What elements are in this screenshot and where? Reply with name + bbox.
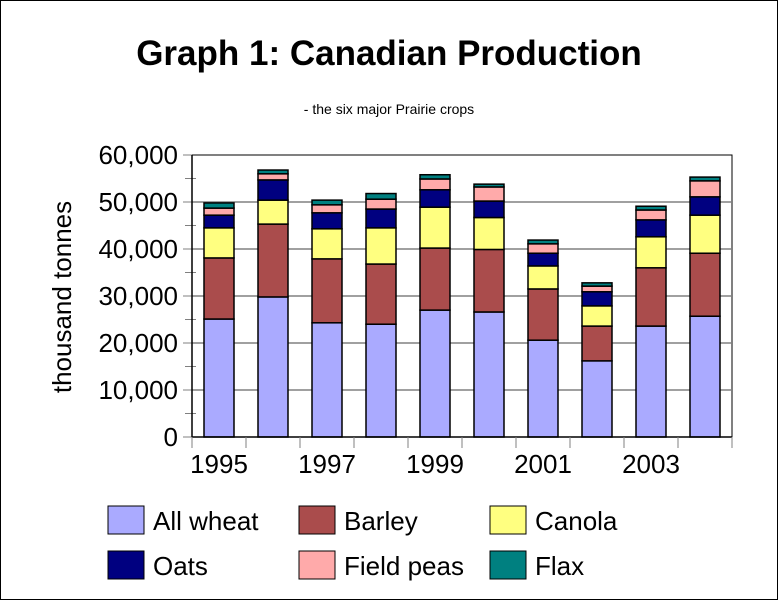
bar-segment-canola bbox=[365, 227, 397, 265]
bar-segment-canola bbox=[473, 216, 505, 251]
bar-segment-field-peas bbox=[203, 207, 235, 216]
legend-label: Canola bbox=[535, 506, 618, 536]
y-tick-label: 0 bbox=[164, 422, 178, 452]
bar-segment-barley bbox=[203, 257, 235, 320]
bar-segment-oats bbox=[257, 179, 289, 201]
y-tick-label: 10,000 bbox=[98, 375, 178, 405]
bar-segment-oats bbox=[527, 252, 559, 267]
bar-segment-canola bbox=[689, 214, 721, 254]
bar-segment-field-peas bbox=[635, 209, 667, 221]
bar-segment-flax bbox=[257, 169, 289, 175]
legend: All wheat Barley Canola Oats Field peas Flax bbox=[107, 505, 618, 581]
x-tick-label: 1995 bbox=[190, 449, 248, 479]
axes: 0 10,000 20,000 30,000 40,000 50,000 60,000 199… bbox=[98, 140, 733, 479]
bar-segment-barley bbox=[473, 248, 505, 313]
legend-swatch bbox=[298, 550, 336, 580]
legend-label: Field peas bbox=[344, 551, 464, 581]
bar-segment-all-wheat bbox=[311, 322, 343, 438]
bar-segment-field-peas bbox=[311, 204, 343, 214]
bar-segment-flax bbox=[689, 176, 721, 182]
bar-segment-oats bbox=[365, 208, 397, 229]
bar-segment-canola bbox=[257, 199, 289, 225]
legend-swatch bbox=[489, 505, 527, 535]
bar-segment-field-peas bbox=[689, 180, 721, 198]
legend-label: Barley bbox=[344, 506, 418, 536]
bar-segment-field-peas bbox=[473, 186, 505, 202]
bar-segment-field-peas bbox=[527, 243, 559, 254]
bar-segment-flax bbox=[419, 173, 451, 180]
bar-segment-oats bbox=[473, 200, 505, 219]
bar-segment-flax bbox=[581, 282, 613, 287]
bar-segment-flax bbox=[635, 205, 667, 211]
bar-segment-flax bbox=[527, 239, 559, 245]
chart-subtitle: - the six major Prairie crops bbox=[304, 101, 474, 117]
x-tick-label: 1999 bbox=[406, 449, 464, 479]
bar-segment-oats bbox=[311, 212, 343, 230]
bar-segment-flax bbox=[311, 199, 343, 206]
bar-segment-all-wheat bbox=[635, 325, 667, 438]
legend-label: Flax bbox=[535, 551, 584, 581]
bar-segment-oats bbox=[635, 219, 667, 238]
bar-segment-all-wheat bbox=[365, 323, 397, 438]
x-tick-label: 1997 bbox=[298, 449, 356, 479]
bar-segment-canola bbox=[581, 305, 613, 327]
bar-segment-oats bbox=[203, 214, 235, 229]
bar-segment-barley bbox=[311, 258, 343, 324]
bar-segment-canola bbox=[635, 236, 667, 269]
bar-segment-barley bbox=[635, 267, 667, 327]
bar-segment-canola bbox=[203, 227, 235, 259]
bar-segment-canola bbox=[419, 206, 451, 249]
bar-segment-oats bbox=[689, 196, 721, 216]
bar-segment-flax bbox=[203, 202, 235, 209]
bar-segment-barley bbox=[365, 263, 397, 325]
bar-segment-flax bbox=[473, 183, 505, 188]
bar-segment-all-wheat bbox=[689, 315, 721, 438]
bar-segment-barley bbox=[257, 223, 289, 298]
y-tick-label: 60,000 bbox=[98, 140, 178, 170]
legend-swatch bbox=[107, 550, 145, 580]
bar-segment-all-wheat bbox=[419, 309, 451, 438]
bar-segment-all-wheat bbox=[473, 311, 505, 438]
bar-segment-field-peas bbox=[581, 285, 613, 293]
bar-segment-field-peas bbox=[365, 198, 397, 210]
legend-swatch bbox=[489, 550, 527, 580]
bar-segment-canola bbox=[311, 228, 343, 260]
legend-swatch bbox=[298, 505, 336, 535]
x-tick-label: 2003 bbox=[622, 449, 680, 479]
legend-swatch bbox=[107, 505, 145, 535]
y-tick-label: 30,000 bbox=[98, 281, 178, 311]
bar-segment-all-wheat bbox=[257, 296, 289, 438]
bar-segment-flax bbox=[365, 192, 397, 200]
bar-segment-oats bbox=[581, 291, 613, 307]
chart-title: Graph 1: Canadian Production bbox=[136, 34, 642, 73]
bar-segment-oats bbox=[419, 189, 451, 208]
bar-segment-barley bbox=[581, 325, 613, 362]
legend-label: Oats bbox=[153, 551, 208, 581]
y-tick-label: 50,000 bbox=[98, 187, 178, 217]
y-tick-label: 20,000 bbox=[98, 328, 178, 358]
bar-segment-barley bbox=[419, 247, 451, 311]
bar-segment-field-peas bbox=[419, 178, 451, 191]
bars bbox=[203, 169, 721, 438]
legend-label: All wheat bbox=[153, 506, 259, 536]
y-axis-label: thousand tonnes bbox=[47, 201, 77, 393]
bar-segment-all-wheat bbox=[203, 318, 235, 438]
bar-segment-barley bbox=[527, 288, 559, 341]
bar-segment-barley bbox=[689, 252, 721, 317]
bar-segment-canola bbox=[527, 265, 559, 290]
y-tick-label: 40,000 bbox=[98, 234, 178, 264]
bar-segment-field-peas bbox=[257, 173, 289, 181]
bar-segment-all-wheat bbox=[527, 339, 559, 438]
x-tick-label: 2001 bbox=[514, 449, 572, 479]
bar-segment-all-wheat bbox=[581, 360, 613, 438]
